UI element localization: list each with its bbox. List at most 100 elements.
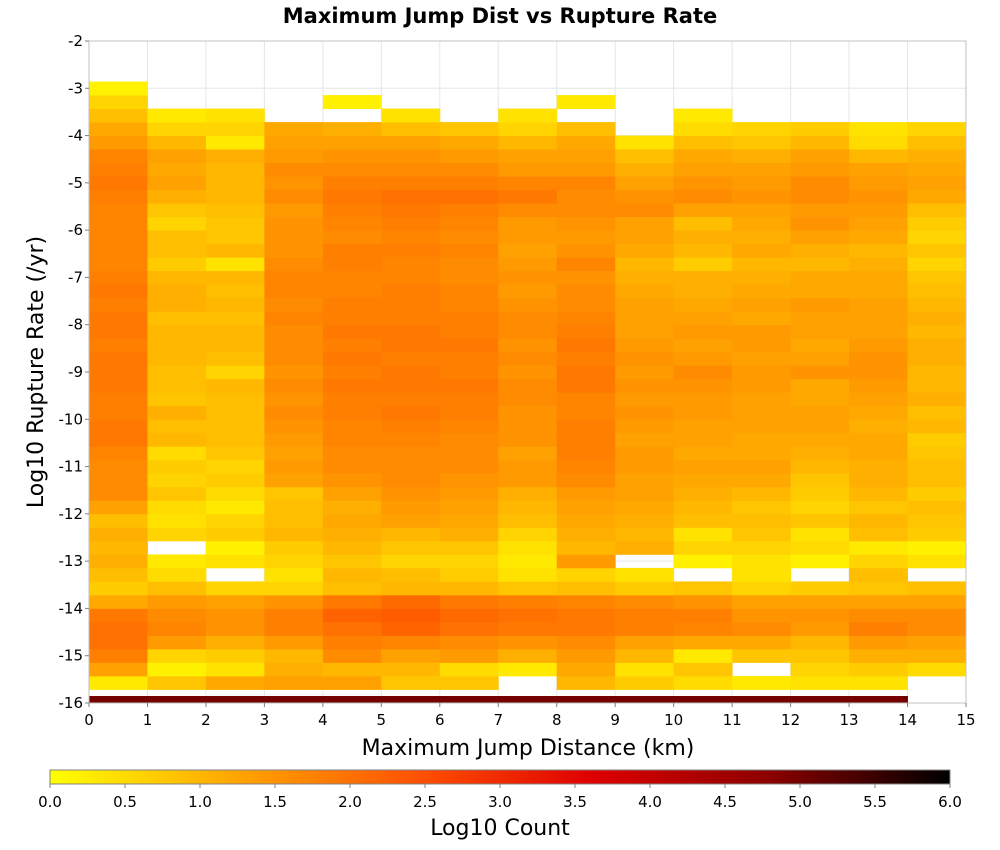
heatmap-cell	[790, 621, 850, 636]
heatmap-cell	[556, 608, 616, 623]
heatmap-cell	[498, 446, 558, 461]
heatmap-cell	[439, 567, 499, 582]
heatmap-cell	[615, 392, 675, 407]
heatmap-cell	[732, 635, 791, 650]
heatmap-cell	[673, 311, 733, 326]
heatmap-cell	[907, 257, 967, 272]
heatmap-cell	[147, 419, 207, 434]
heatmap-cell	[205, 486, 265, 501]
heatmap-cell	[673, 696, 733, 704]
heatmap-cell	[89, 419, 148, 434]
heatmap-cell	[907, 621, 967, 636]
y-tick-label: -10	[59, 410, 84, 428]
heatmap-cell	[498, 189, 558, 204]
heatmap-cell	[381, 176, 441, 191]
heatmap-cell	[790, 662, 850, 677]
heatmap-cell	[615, 189, 675, 204]
heatmap-cell	[381, 527, 441, 542]
heatmap-cell	[147, 554, 207, 569]
heatmap-cell	[264, 257, 324, 272]
heatmap-cell	[498, 405, 558, 420]
heatmap-cell	[907, 378, 967, 393]
heatmap-cell	[264, 392, 324, 407]
heatmap-cell	[732, 419, 791, 434]
heatmap-cell	[205, 203, 265, 218]
heatmap-cell	[732, 243, 791, 258]
heatmap-cell	[322, 324, 382, 339]
heatmap-cell	[498, 230, 558, 245]
heatmap-cell	[205, 459, 265, 474]
y-tick-label: -6	[68, 221, 83, 239]
heatmap-cell	[147, 378, 207, 393]
heatmap-cell	[849, 459, 908, 474]
heatmap-cell	[907, 230, 967, 245]
x-tick-label: 8	[552, 711, 562, 729]
heatmap-cell	[673, 149, 733, 164]
heatmap-cell	[790, 365, 850, 380]
heatmap-cell	[556, 696, 616, 704]
heatmap-cell	[790, 648, 850, 663]
heatmap-cell	[673, 500, 733, 515]
heatmap-cell	[439, 459, 499, 474]
heatmap-cell	[849, 378, 908, 393]
heatmap-cell	[556, 446, 616, 461]
heatmap-cell	[673, 513, 733, 528]
heatmap-cell	[673, 621, 733, 636]
heatmap-cell	[615, 581, 675, 596]
heatmap-cell	[556, 149, 616, 164]
heatmap-cell	[89, 257, 148, 272]
heatmap-cell	[673, 351, 733, 366]
heatmap-cell	[498, 216, 558, 231]
heatmap-cell	[849, 311, 908, 326]
heatmap-cell	[790, 230, 850, 245]
heatmap-cell	[439, 230, 499, 245]
heatmap-cell	[732, 621, 791, 636]
heatmap-cell	[907, 486, 967, 501]
heatmap-cell	[439, 257, 499, 272]
heatmap-cell	[322, 405, 382, 420]
heatmap-cell	[498, 365, 558, 380]
heatmap-cell	[439, 662, 499, 677]
heatmap-cell	[556, 581, 616, 596]
heatmap-cell	[322, 243, 382, 258]
heatmap-cell	[264, 459, 324, 474]
y-axis-title: Log10 Rupture Rate (/yr)	[24, 236, 49, 508]
heatmap-cell	[732, 392, 791, 407]
heatmap-cell	[556, 270, 616, 285]
heatmap-cell	[439, 243, 499, 258]
heatmap-cell	[907, 473, 967, 488]
heatmap-cell	[556, 392, 616, 407]
heatmap-cell	[381, 162, 441, 177]
heatmap-cell	[615, 635, 675, 650]
heatmap-cell	[264, 432, 324, 447]
heatmap-cell	[381, 675, 441, 690]
colorbar-tick-label: 4.0	[638, 793, 662, 811]
heatmap-cell	[498, 297, 558, 312]
heatmap-cell	[907, 351, 967, 366]
heatmap-cell	[322, 135, 382, 150]
heatmap-cell	[615, 270, 675, 285]
heatmap-cell	[205, 405, 265, 420]
colorbar-tick-label: 5.5	[863, 793, 887, 811]
heatmap-cell	[439, 378, 499, 393]
heatmap-cell	[439, 297, 499, 312]
heatmap-cell	[147, 608, 207, 623]
heatmap-cell	[205, 297, 265, 312]
heatmap-cell	[498, 176, 558, 191]
heatmap-cell	[907, 581, 967, 596]
heatmap-cell	[732, 176, 791, 191]
heatmap-cell	[322, 696, 382, 704]
heatmap-cell	[790, 405, 850, 420]
heatmap-cell	[556, 432, 616, 447]
heatmap-cell	[439, 392, 499, 407]
y-tick-label: -11	[59, 458, 84, 476]
heatmap-cell	[615, 500, 675, 515]
heatmap-cell	[264, 243, 324, 258]
heatmap-cell	[381, 432, 441, 447]
heatmap-cell	[732, 581, 791, 596]
heatmap-cell	[732, 135, 791, 150]
heatmap-cell	[147, 365, 207, 380]
heatmap-cell	[264, 608, 324, 623]
heatmap-cell	[322, 648, 382, 663]
heatmap-cell	[205, 270, 265, 285]
